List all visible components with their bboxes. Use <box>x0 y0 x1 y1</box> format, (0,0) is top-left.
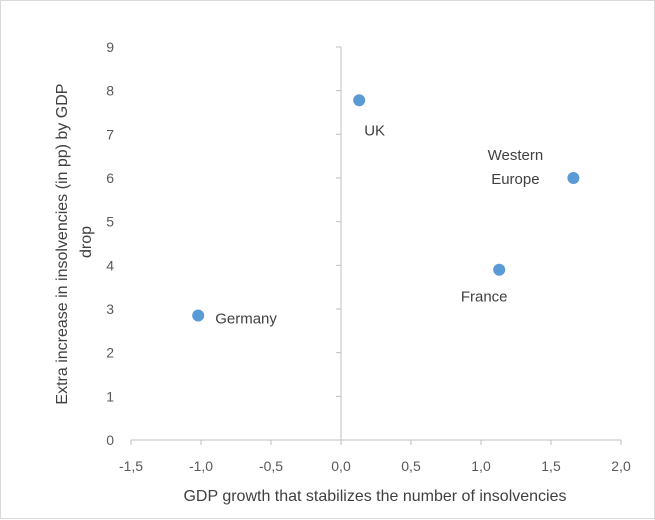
x-axis-title: GDP growth that stabilizes the number of… <box>183 488 566 505</box>
axes-layer <box>131 47 621 441</box>
x-tick-label: 0,5 <box>401 458 421 474</box>
data-points <box>192 94 580 322</box>
y-tick-label: 0 <box>106 432 114 448</box>
y-tick-label: 9 <box>106 39 114 55</box>
data-point-labels: Germany UK France Western Europe <box>215 122 543 327</box>
data-point-germany <box>192 309 205 322</box>
y-tick-label: 5 <box>106 214 114 230</box>
y-tick-label: 8 <box>106 83 114 99</box>
y-tick-label: 7 <box>106 126 114 142</box>
x-tick-label: 1,0 <box>471 458 491 474</box>
data-label-uk: UK <box>364 122 385 139</box>
x-tick-label: 1,5 <box>541 458 561 474</box>
x-tick-labels: -1,5 -1,0 -0,5 0,0 0,5 1,0 1,5 2,0 <box>119 440 631 474</box>
data-point-france <box>493 263 506 276</box>
data-label-france: France <box>461 289 508 306</box>
y-tick-label: 4 <box>106 257 114 273</box>
data-point-western-europe <box>567 172 580 184</box>
data-label-germany: Germany <box>215 311 277 328</box>
y-axis-title-line-1: Extra increase in insolvencies (in pp) b… <box>54 84 71 405</box>
y-tick-label: 1 <box>106 388 114 404</box>
y-tick-label: 3 <box>106 301 114 317</box>
data-label-western-europe: Western Europe <box>488 147 544 188</box>
x-tick-label: 2,0 <box>611 458 631 474</box>
y-axis-title-line-2: drop <box>78 226 95 258</box>
x-tick-label: -1,5 <box>119 458 143 474</box>
y-tick-label: 6 <box>106 170 114 186</box>
x-tick-label: 0,0 <box>331 458 351 474</box>
data-point-uk <box>353 94 366 107</box>
x-tick-label: -0,5 <box>259 458 283 474</box>
y-axis-title: Extra increase in insolvencies (in pp) b… <box>54 79 95 404</box>
x-tick-label: -1,0 <box>189 458 213 474</box>
y-tick-labels: 0 1 2 3 4 5 6 7 8 9 <box>106 39 341 448</box>
y-tick-label: 2 <box>106 345 114 361</box>
